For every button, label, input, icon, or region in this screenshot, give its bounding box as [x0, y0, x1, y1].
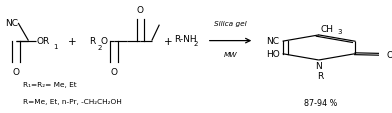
Text: O: O: [137, 6, 144, 15]
Text: NC: NC: [5, 19, 18, 28]
Text: 1: 1: [53, 44, 58, 50]
Text: CH: CH: [321, 24, 334, 33]
Text: R: R: [317, 71, 323, 80]
Text: N: N: [316, 61, 322, 70]
Text: NC: NC: [267, 37, 279, 46]
Text: R: R: [89, 37, 95, 46]
Text: +: +: [164, 36, 173, 46]
Text: O: O: [387, 50, 392, 59]
Text: HO: HO: [266, 49, 279, 58]
Text: +: +: [68, 36, 76, 46]
Text: R=Me, Et, n-Pr, -CH₂CH₂OH: R=Me, Et, n-Pr, -CH₂CH₂OH: [23, 98, 122, 104]
Text: Silica gel: Silica gel: [214, 21, 247, 27]
Text: R₁=R₂= Me, Et: R₁=R₂= Me, Et: [23, 81, 76, 87]
Text: 3: 3: [337, 29, 341, 35]
Text: O: O: [101, 37, 107, 46]
Text: OR: OR: [37, 36, 50, 45]
Text: O: O: [110, 68, 117, 77]
Text: R-NH: R-NH: [174, 35, 197, 43]
Text: 2: 2: [98, 45, 102, 50]
Text: O: O: [13, 68, 20, 77]
Text: 2: 2: [194, 41, 198, 47]
Text: 87-94 %: 87-94 %: [304, 98, 338, 107]
Text: MW: MW: [224, 51, 237, 57]
